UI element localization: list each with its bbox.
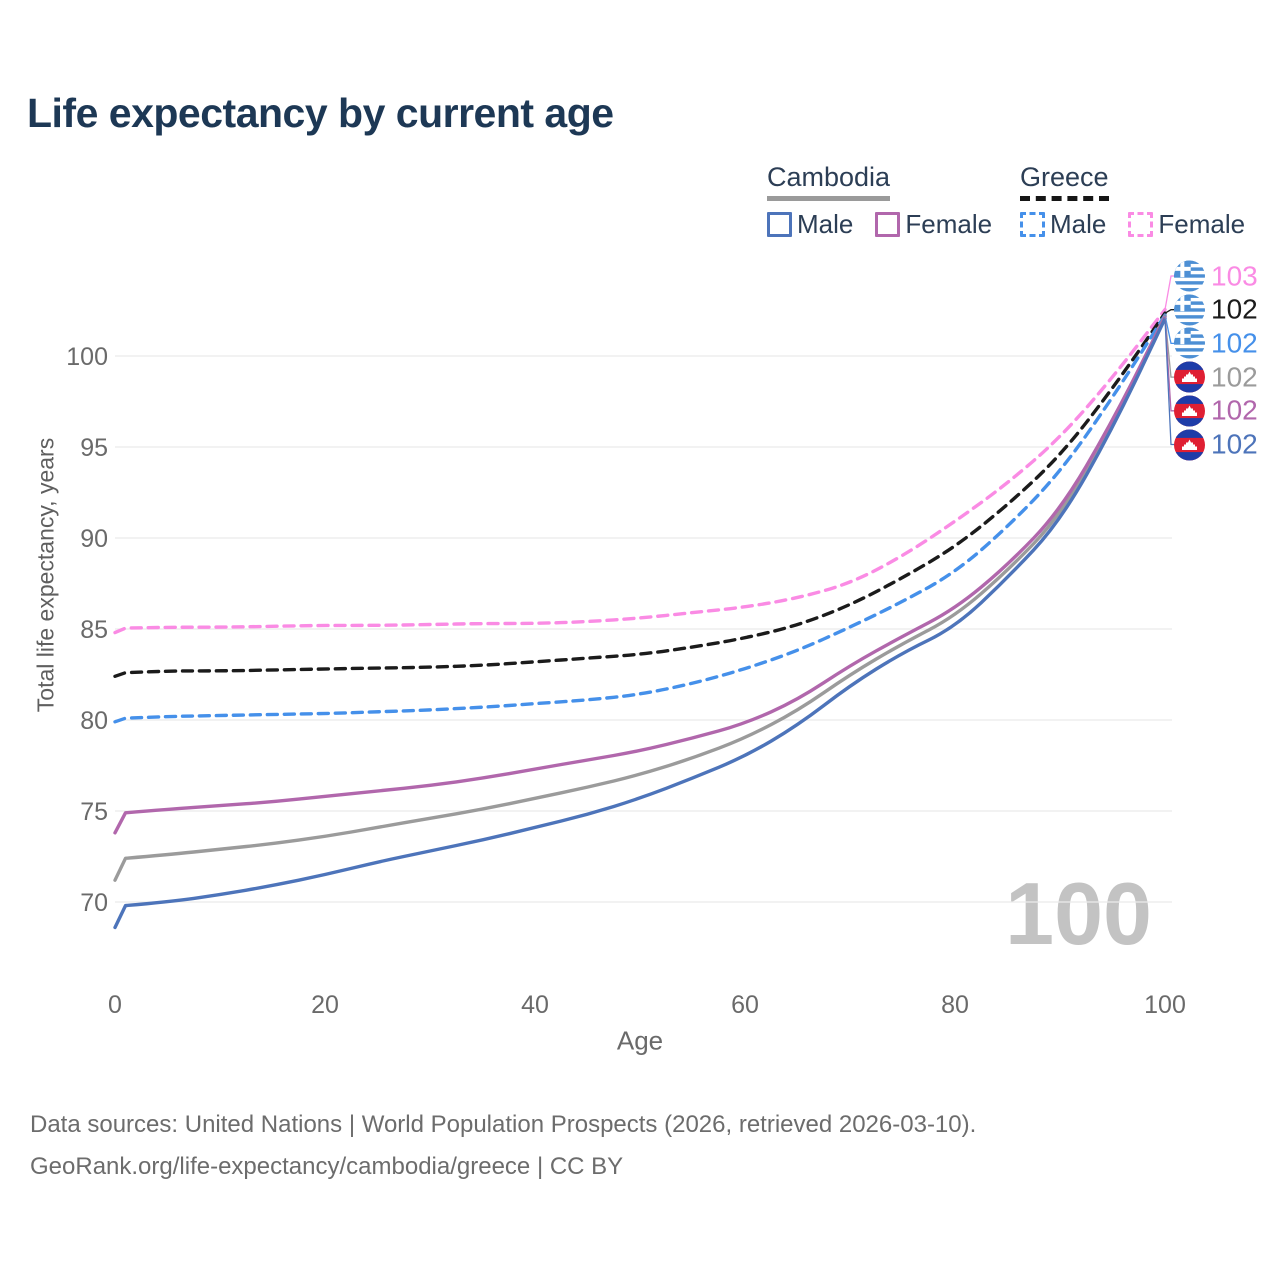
page-title: Life expectancy by current age (27, 90, 614, 136)
end-label-value: 102 (1211, 428, 1258, 460)
greece-flag-icon (1174, 260, 1205, 292)
y-tick-label-90: 90 (80, 525, 108, 553)
greece-female-swatch-icon (1128, 212, 1154, 237)
end-label-value: 102 (1211, 293, 1258, 325)
greece-flag-icon (1174, 294, 1205, 326)
greece-male-swatch-icon (1020, 212, 1045, 237)
end-label-cambodia-female: 102 (1174, 394, 1258, 427)
cambodia-flag-icon (1174, 429, 1205, 460)
series-line-greece-total[interactable] (113, 311, 1167, 678)
legend-group-title-cambodia: Cambodia (767, 162, 891, 201)
legend-group-cambodia: Cambodia Male Female (767, 162, 1014, 240)
greece-flag-icon (1174, 327, 1205, 359)
end-label-greece-total: 102 (1174, 293, 1258, 326)
legend-item-cambodia-male[interactable]: Male (767, 209, 853, 240)
y-tick-label-85: 85 (80, 616, 108, 644)
legend-label-greece-female: Female (1158, 209, 1246, 239)
x-tick-label-20: 20 (311, 991, 339, 1019)
legend-group-title-greece: Greece (1020, 162, 1109, 201)
legend-label-cambodia-male: Male (797, 209, 854, 239)
end-label-value: 103 (1211, 260, 1258, 291)
x-tick-label-80: 80 (941, 991, 969, 1019)
y-tick-label-100: 100 (66, 343, 108, 371)
y-tick-label-70: 70 (80, 889, 108, 917)
end-label-value: 102 (1211, 327, 1258, 359)
legend-group-greece: Greece Male Female (1020, 162, 1267, 240)
footer-sources: Data sources: United Nations | World Pop… (30, 1111, 977, 1138)
cambodia-female-swatch-icon (875, 212, 901, 237)
end-label-cambodia-total: 102 (1174, 361, 1258, 393)
x-tick-label-40: 40 (521, 991, 549, 1019)
series-line-cambodia-male[interactable] (113, 317, 1167, 930)
series-line-cambodia-female[interactable] (113, 315, 1167, 835)
x-tick-label-0: 0 (108, 991, 122, 1019)
end-label-greece-female: 103 (1174, 260, 1258, 292)
y-tick-label-95: 95 (80, 434, 108, 462)
legend-label-cambodia-female: Female (905, 209, 993, 239)
age-watermark: 100 (1005, 864, 1152, 963)
end-label-greece-male: 102 (1174, 327, 1258, 359)
cambodia-flag-icon (1174, 395, 1205, 427)
end-label-cambodia-male: 102 (1174, 429, 1258, 460)
end-label-value: 102 (1211, 361, 1258, 393)
y-tick-label-80: 80 (80, 707, 108, 735)
legend-item-greece-male[interactable]: Male (1020, 209, 1106, 240)
series-line-greece-male[interactable] (113, 313, 1167, 724)
legend-label-greece-male: Male (1050, 209, 1107, 239)
series-line-cambodia-total[interactable] (113, 314, 1167, 882)
legend-item-cambodia-female[interactable]: Female (875, 209, 992, 240)
cambodia-flag-icon (1174, 361, 1205, 393)
legend-item-greece-female[interactable]: Female (1128, 209, 1245, 240)
end-label-value: 102 (1211, 394, 1258, 426)
x-tick-label-60: 60 (731, 991, 759, 1019)
series-line-greece-female[interactable] (113, 307, 1167, 635)
footer: Data sources: United Nations | World Pop… (30, 1104, 976, 1188)
footer-attribution: GeoRank.org/life-expectancy/cambodia/gre… (30, 1153, 624, 1180)
y-tick-label-75: 75 (80, 798, 108, 826)
x-axis-title: Age (616, 1025, 664, 1056)
cambodia-male-swatch-icon (767, 212, 792, 237)
x-tick-label-100: 100 (1144, 991, 1186, 1019)
